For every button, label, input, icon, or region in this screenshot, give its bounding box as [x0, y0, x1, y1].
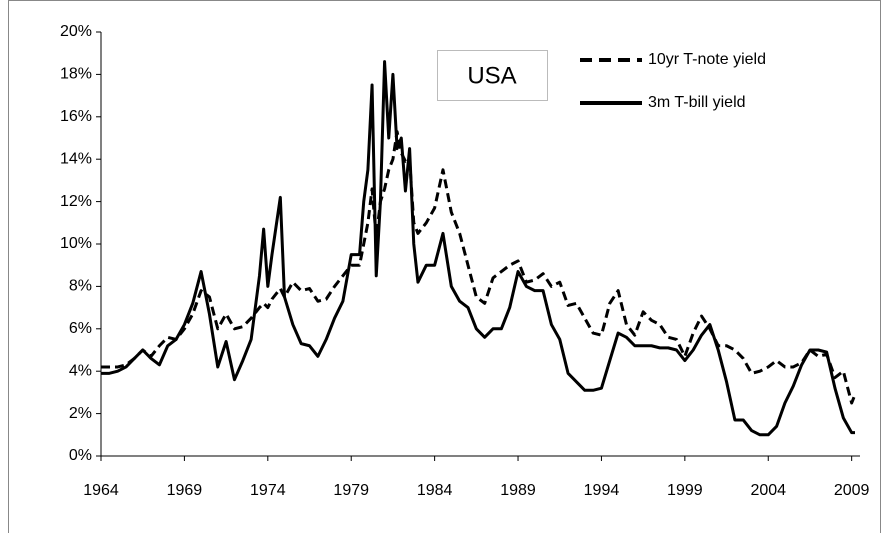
- y-tick-label: 20%: [60, 23, 92, 40]
- x-tick-label: 2004: [750, 482, 786, 499]
- x-tick-label: 2009: [834, 482, 870, 499]
- legend-label: 10yr T-note yield: [648, 51, 766, 68]
- y-tick-label: 18%: [60, 66, 92, 83]
- y-tick-label: 4%: [69, 362, 92, 379]
- y-tick-label: 6%: [69, 320, 92, 337]
- x-tick-label: 1969: [167, 482, 203, 499]
- y-tick-label: 12%: [60, 193, 92, 210]
- x-tick-label: 1999: [667, 482, 703, 499]
- series-line: [101, 60, 855, 437]
- y-tick-label: 2%: [69, 405, 92, 422]
- x-tick-label: 1964: [83, 482, 119, 499]
- chart-border: [8, 0, 881, 533]
- y-tick-label: 10%: [60, 235, 92, 252]
- y-tick-label: 0%: [69, 447, 92, 464]
- x-tick-label: 1979: [333, 482, 369, 499]
- x-tick-label: 1989: [500, 482, 536, 499]
- x-tick-label: 1984: [417, 482, 453, 499]
- x-tick-label: 1994: [584, 482, 620, 499]
- series-line: [101, 130, 857, 405]
- y-tick-label: 16%: [60, 108, 92, 125]
- annotation: USA: [467, 62, 516, 89]
- y-tick-label: 14%: [60, 150, 92, 167]
- x-tick-label: 1974: [250, 482, 286, 499]
- y-tick-label: 8%: [69, 278, 92, 295]
- legend-label: 3m T-bill yield: [648, 94, 746, 111]
- annotation-box: [437, 50, 548, 101]
